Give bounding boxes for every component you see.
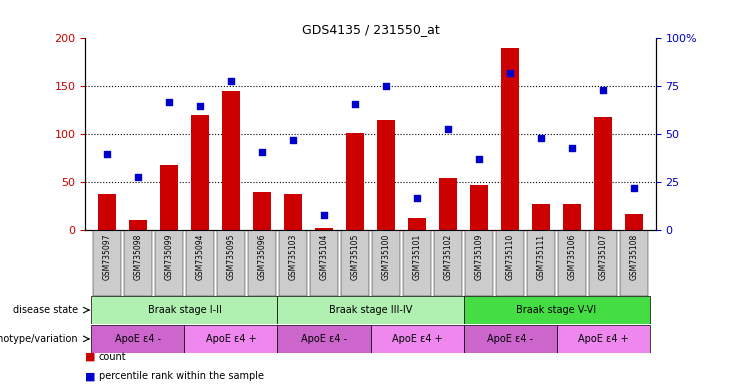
Bar — [408, 218, 426, 230]
Text: ■: ■ — [85, 371, 96, 381]
Point — [597, 87, 609, 93]
FancyBboxPatch shape — [370, 325, 464, 353]
Point — [566, 145, 578, 151]
Text: GSM735111: GSM735111 — [536, 233, 545, 280]
FancyBboxPatch shape — [217, 230, 245, 296]
Bar — [190, 115, 209, 230]
Text: ApoE ε4 -: ApoE ε4 - — [487, 334, 533, 344]
Bar — [562, 204, 582, 230]
Text: GSM735094: GSM735094 — [196, 233, 205, 280]
Text: Braak stage I-II: Braak stage I-II — [147, 305, 222, 315]
Bar — [159, 165, 179, 230]
Bar — [284, 194, 302, 230]
FancyBboxPatch shape — [556, 325, 650, 353]
Point — [442, 126, 454, 132]
Text: GSM735109: GSM735109 — [474, 233, 484, 280]
Text: ApoE ε4 -: ApoE ε4 - — [115, 334, 161, 344]
FancyBboxPatch shape — [464, 296, 650, 324]
Text: GSM735102: GSM735102 — [444, 233, 453, 280]
Text: GSM735098: GSM735098 — [133, 233, 142, 280]
FancyBboxPatch shape — [185, 325, 277, 353]
Bar — [129, 220, 147, 230]
Text: ■: ■ — [85, 352, 96, 362]
Point — [473, 156, 485, 162]
Text: GSM735099: GSM735099 — [165, 233, 173, 280]
Point — [101, 151, 113, 157]
Bar — [315, 227, 333, 230]
Text: GSM735095: GSM735095 — [227, 233, 236, 280]
FancyBboxPatch shape — [91, 296, 277, 324]
FancyBboxPatch shape — [186, 230, 214, 296]
Text: Braak stage III-IV: Braak stage III-IV — [329, 305, 412, 315]
Bar — [222, 91, 240, 230]
FancyBboxPatch shape — [310, 230, 338, 296]
Point — [380, 83, 392, 89]
Bar — [346, 134, 365, 230]
Point — [318, 212, 330, 218]
Text: GSM735110: GSM735110 — [505, 233, 514, 280]
FancyBboxPatch shape — [248, 230, 276, 296]
FancyBboxPatch shape — [589, 230, 617, 296]
Text: GSM735104: GSM735104 — [319, 233, 328, 280]
Text: GSM735101: GSM735101 — [413, 233, 422, 280]
FancyBboxPatch shape — [465, 230, 493, 296]
Text: GSM735108: GSM735108 — [630, 233, 639, 280]
FancyBboxPatch shape — [527, 230, 555, 296]
Point — [349, 101, 361, 107]
FancyBboxPatch shape — [620, 230, 648, 296]
FancyBboxPatch shape — [277, 296, 464, 324]
FancyBboxPatch shape — [277, 325, 370, 353]
Bar — [625, 214, 643, 230]
Point — [628, 185, 640, 191]
FancyBboxPatch shape — [496, 230, 524, 296]
Title: GDS4135 / 231550_at: GDS4135 / 231550_at — [302, 23, 439, 36]
Bar — [439, 177, 457, 230]
Text: ApoE ε4 +: ApoE ε4 + — [578, 334, 628, 344]
Text: GSM735107: GSM735107 — [599, 233, 608, 280]
Bar — [501, 48, 519, 230]
FancyBboxPatch shape — [279, 230, 307, 296]
FancyBboxPatch shape — [558, 230, 586, 296]
FancyBboxPatch shape — [93, 230, 121, 296]
FancyBboxPatch shape — [464, 325, 556, 353]
Point — [132, 174, 144, 180]
Text: disease state: disease state — [13, 305, 78, 315]
Point — [225, 78, 237, 84]
Text: GSM735103: GSM735103 — [288, 233, 297, 280]
FancyBboxPatch shape — [403, 230, 431, 296]
Point — [411, 195, 423, 201]
Point — [163, 99, 175, 105]
Text: genotype/variation: genotype/variation — [0, 334, 78, 344]
Text: ApoE ε4 -: ApoE ε4 - — [301, 334, 347, 344]
Bar — [594, 117, 612, 230]
FancyBboxPatch shape — [341, 230, 369, 296]
Text: count: count — [99, 352, 126, 362]
Text: GSM735097: GSM735097 — [102, 233, 111, 280]
Text: percentile rank within the sample: percentile rank within the sample — [99, 371, 264, 381]
Point — [194, 103, 206, 109]
FancyBboxPatch shape — [155, 230, 183, 296]
Text: GSM735106: GSM735106 — [568, 233, 576, 280]
FancyBboxPatch shape — [91, 325, 185, 353]
Bar — [376, 120, 395, 230]
Point — [535, 135, 547, 141]
Point — [504, 70, 516, 76]
Point — [256, 149, 268, 155]
Point — [287, 137, 299, 143]
Text: ApoE ε4 +: ApoE ε4 + — [392, 334, 442, 344]
Bar — [470, 185, 488, 230]
Text: Braak stage V-VI: Braak stage V-VI — [516, 305, 597, 315]
FancyBboxPatch shape — [124, 230, 152, 296]
Text: ApoE ε4 +: ApoE ε4 + — [206, 334, 256, 344]
FancyBboxPatch shape — [372, 230, 400, 296]
Bar — [98, 194, 116, 230]
Bar — [532, 204, 551, 230]
FancyBboxPatch shape — [434, 230, 462, 296]
Text: GSM735100: GSM735100 — [382, 233, 391, 280]
Bar — [253, 192, 271, 230]
Text: GSM735096: GSM735096 — [257, 233, 267, 280]
Text: GSM735105: GSM735105 — [350, 233, 359, 280]
